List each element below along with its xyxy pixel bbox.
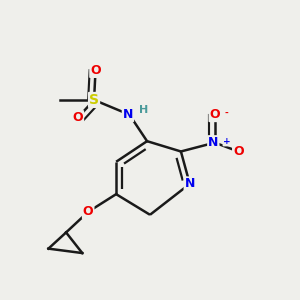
Text: O: O xyxy=(83,205,94,218)
Text: -: - xyxy=(225,109,228,118)
Text: O: O xyxy=(233,145,244,158)
Text: S: S xyxy=(89,93,99,107)
Text: N: N xyxy=(123,108,133,121)
Text: O: O xyxy=(90,64,101,77)
Text: +: + xyxy=(223,137,231,146)
Text: O: O xyxy=(209,108,220,121)
Text: N: N xyxy=(184,177,195,190)
Text: H: H xyxy=(140,105,149,115)
Text: N: N xyxy=(208,136,218,149)
Text: O: O xyxy=(73,111,83,124)
